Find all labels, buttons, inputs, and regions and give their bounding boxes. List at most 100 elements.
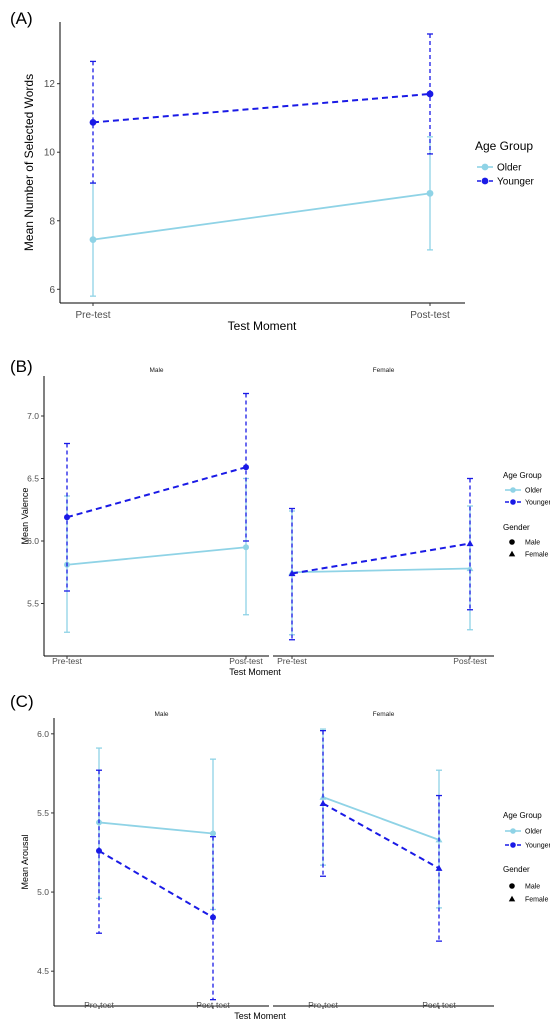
legend-key-shape	[508, 550, 516, 557]
x-tick-label: Post-test	[422, 1000, 456, 1010]
series-line	[66, 546, 247, 566]
panel-2: (B) Mean Valence Male 5.5 6.0 6.5 7.0 Pre-test P…	[10, 357, 550, 677]
data-point	[89, 119, 97, 126]
series-line	[92, 92, 431, 124]
y-tick-label: 5.0	[37, 887, 49, 897]
y-tick-label: 7.0	[27, 411, 39, 421]
legend-entry: Older	[525, 828, 543, 835]
series-line	[322, 802, 440, 870]
legend-key-shape	[508, 895, 516, 902]
facet-2: Female Pre-test Post-test	[273, 711, 494, 1010]
legend-key-point	[510, 842, 516, 848]
series-younger	[319, 730, 443, 942]
x-axis-title: Test Moment	[234, 1011, 286, 1021]
legend-entry: Younger	[497, 177, 535, 188]
series-line	[98, 850, 214, 919]
series-older	[96, 747, 216, 911]
x-tick-label: Pre-test	[277, 656, 307, 666]
legend-key-point	[510, 499, 516, 505]
y-tick-label: 6.0	[37, 729, 49, 739]
legend-entry: Female	[525, 896, 548, 903]
series-line	[98, 821, 214, 835]
data-point	[435, 864, 443, 871]
x-tick-label: Post-test	[229, 656, 263, 666]
y-axis-title: Mean Number of Selected Words	[22, 74, 36, 251]
data-point	[96, 847, 102, 854]
legend-title: Age Group	[503, 811, 542, 820]
legend-gender: Gender Male Female	[503, 523, 548, 558]
y-tick-label: 12	[44, 79, 56, 90]
series-older	[319, 728, 443, 909]
legend-key-point	[510, 828, 516, 834]
data-point	[426, 90, 434, 98]
y-tick-label: 10	[44, 148, 56, 159]
legend-entry: Younger	[525, 842, 550, 849]
legend-entry: Male	[525, 539, 540, 546]
data-point	[243, 464, 249, 471]
y-axis-title: Mean Valence	[20, 488, 30, 545]
series-line	[291, 542, 471, 575]
series-younger	[89, 33, 434, 184]
facet-1: 6 8 10 12 Pre-test Post-test	[44, 22, 465, 321]
legend-key-shape	[509, 883, 515, 889]
x-tick-label: Pre-test	[84, 1000, 114, 1010]
legend-key-point	[510, 487, 516, 493]
legend-key-point	[481, 163, 489, 171]
legend-entry: Older	[525, 487, 543, 494]
data-point	[243, 544, 249, 551]
legend-key-point	[481, 177, 489, 185]
facet-strip-label: Female	[373, 711, 395, 718]
series-line	[291, 567, 471, 574]
legend-entry: Younger	[525, 499, 550, 506]
data-point	[210, 914, 216, 921]
legend-title: Age Group	[503, 471, 542, 480]
legend-entry: Female	[525, 551, 548, 558]
y-tick-label: 6.0	[27, 536, 39, 546]
series-line	[66, 466, 247, 519]
legend-gender: Gender Male Female	[503, 865, 548, 903]
panel-label: (A)	[10, 9, 33, 28]
facet-1: Male 5.5 6.0 6.5 7.0 Pre-test Post-test	[27, 367, 269, 666]
y-tick-label: 6	[49, 285, 55, 296]
legend-entry: Older	[497, 163, 522, 174]
data-point	[466, 540, 474, 547]
y-tick-label: 4.5	[37, 966, 49, 976]
facet-strip-label: Male	[154, 711, 168, 718]
legend-title: Gender	[503, 523, 530, 532]
x-tick-label: Post-test	[410, 310, 450, 321]
legend-age-group: Age Group Older Younger	[503, 811, 550, 849]
facet-2: Female Pre-test Post-test	[273, 367, 494, 666]
x-tick-label: Post-test	[453, 656, 487, 666]
x-tick-label: Pre-test	[75, 310, 110, 321]
x-tick-label: Pre-test	[52, 656, 82, 666]
panel-label: (B)	[10, 357, 33, 376]
data-point	[64, 514, 70, 521]
x-tick-label: Post-test	[196, 1000, 230, 1010]
series-younger	[96, 769, 216, 1001]
facet-strip-label: Male	[149, 367, 163, 374]
series-line	[92, 192, 431, 241]
y-tick-label: 5.5	[27, 598, 39, 608]
x-tick-label: Pre-test	[308, 1000, 338, 1010]
series-older	[89, 136, 434, 297]
x-axis-title: Test Moment	[229, 667, 281, 677]
series-line	[322, 796, 440, 841]
y-tick-label: 5.5	[37, 808, 49, 818]
facet-strip-label: Female	[373, 367, 395, 374]
data-point	[89, 236, 97, 244]
data-point	[466, 565, 474, 572]
y-axis-title: Mean Arousal	[20, 834, 30, 889]
panel-label: (C)	[10, 692, 34, 711]
y-tick-label: 8	[49, 216, 55, 227]
data-point	[210, 830, 216, 837]
data-point	[426, 189, 434, 197]
legend-title: Age Group	[475, 139, 533, 153]
x-axis-title: Test Moment	[228, 319, 297, 333]
facet-1: Male 4.5 5.0 5.5 6.0 Pre-test Post-test	[37, 711, 269, 1010]
legend-age-group: Age Group Older Younger	[475, 139, 535, 188]
series-younger	[288, 477, 474, 641]
legend-key-shape	[509, 539, 515, 545]
panel-3: (C) Mean Arousal Male 4.5 5.0 5.5 6.0 Pre-test P…	[10, 692, 550, 1021]
data-point	[319, 800, 327, 807]
